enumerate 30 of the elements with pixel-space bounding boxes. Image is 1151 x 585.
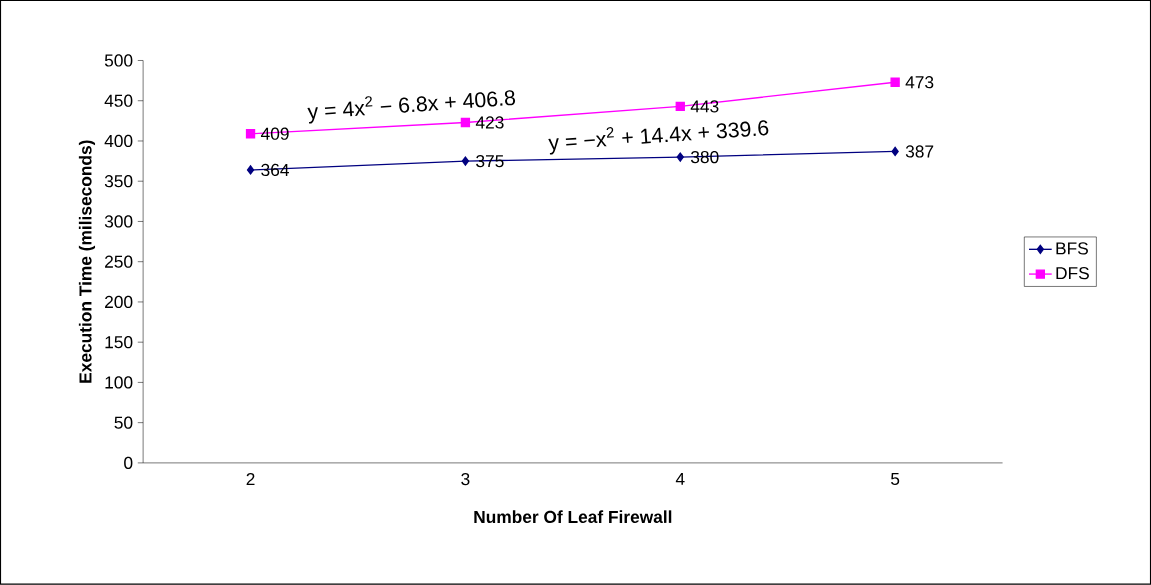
x-tick-label: 4 [675,473,685,486]
point [675,101,685,112]
y-tick-label: 300 [104,215,133,228]
y-axis-title: Execution Time (miliseconds) [78,140,96,383]
point [246,165,255,175]
point [891,146,899,157]
legend-label: DFS [1056,267,1089,280]
data-label: 387 [905,145,934,158]
x-tick-label: 3 [461,473,470,486]
y-tick-label: 50 [114,416,133,429]
point [890,77,900,88]
point [461,156,470,166]
data-label: 443 [690,100,719,113]
data-label: 473 [905,76,934,89]
legend-label: BFS [1056,242,1088,255]
y-tick-label: 450 [104,94,133,108]
x-tick-label: 5 [891,473,900,486]
point [460,117,471,128]
y-tick-label: 0 [124,456,133,470]
y-tick-label: 100 [105,376,133,389]
y-tick-label: 500 [104,54,133,67]
x-tick-label: 2 [246,473,255,486]
y-tick-label: 250 [105,255,133,268]
y-tick-label: 400 [104,134,133,148]
y-tick-label: 200 [105,295,133,309]
x-axis-title: Number Of Leaf Firewall [474,510,672,524]
point [245,129,256,139]
y-tick-label: 150 [105,336,133,349]
point [676,152,684,162]
y-tick-label: 350 [104,175,133,188]
